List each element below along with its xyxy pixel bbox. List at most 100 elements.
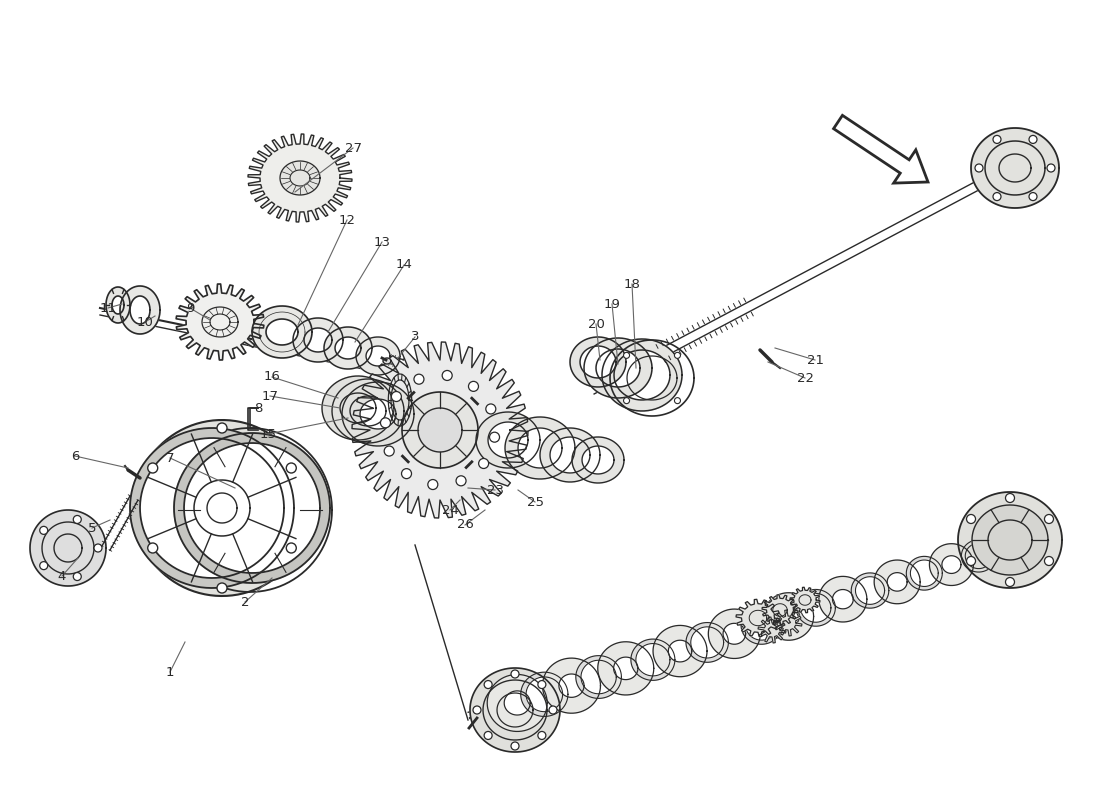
Polygon shape: [266, 319, 298, 345]
Polygon shape: [570, 337, 626, 387]
Circle shape: [993, 193, 1001, 201]
Polygon shape: [383, 358, 390, 364]
Polygon shape: [402, 392, 478, 468]
Text: 8: 8: [254, 402, 262, 414]
Circle shape: [674, 398, 681, 404]
Circle shape: [1005, 578, 1014, 586]
Polygon shape: [293, 318, 343, 362]
Circle shape: [469, 382, 478, 391]
Polygon shape: [614, 657, 638, 680]
Polygon shape: [972, 505, 1048, 575]
Polygon shape: [723, 623, 746, 644]
Polygon shape: [790, 587, 820, 613]
Polygon shape: [602, 339, 682, 411]
Polygon shape: [778, 606, 800, 626]
Circle shape: [147, 543, 157, 553]
Polygon shape: [741, 606, 782, 644]
Circle shape: [40, 562, 47, 570]
Polygon shape: [112, 296, 124, 314]
Polygon shape: [194, 480, 250, 536]
Polygon shape: [550, 437, 590, 473]
Circle shape: [217, 423, 227, 433]
Polygon shape: [746, 610, 778, 640]
Polygon shape: [691, 627, 724, 658]
Polygon shape: [130, 296, 150, 324]
Polygon shape: [801, 594, 830, 622]
Polygon shape: [340, 393, 376, 423]
Polygon shape: [504, 691, 530, 715]
Polygon shape: [280, 161, 320, 195]
Polygon shape: [958, 492, 1062, 588]
Polygon shape: [911, 560, 938, 586]
Polygon shape: [176, 284, 264, 360]
Text: 10: 10: [136, 315, 153, 329]
Text: 3: 3: [410, 330, 419, 343]
Circle shape: [1047, 164, 1055, 172]
Polygon shape: [184, 443, 320, 573]
Circle shape: [74, 515, 81, 523]
Text: 2: 2: [241, 595, 250, 609]
Circle shape: [512, 670, 519, 678]
Polygon shape: [596, 349, 640, 387]
Text: 13: 13: [374, 235, 390, 249]
Polygon shape: [542, 658, 601, 714]
Polygon shape: [708, 609, 760, 658]
Circle shape: [1005, 494, 1014, 502]
Polygon shape: [356, 337, 400, 375]
Text: 23: 23: [486, 483, 504, 497]
Text: 7: 7: [166, 451, 174, 465]
Polygon shape: [336, 337, 361, 359]
Circle shape: [414, 374, 424, 384]
Polygon shape: [520, 672, 568, 717]
Polygon shape: [653, 626, 707, 677]
Text: 1: 1: [166, 666, 174, 678]
Circle shape: [286, 463, 296, 473]
Polygon shape: [582, 446, 614, 474]
Circle shape: [392, 391, 402, 402]
Polygon shape: [526, 677, 562, 712]
Circle shape: [74, 573, 81, 581]
Text: 5: 5: [88, 522, 97, 534]
Polygon shape: [930, 544, 974, 586]
Polygon shape: [762, 594, 798, 626]
Circle shape: [512, 742, 519, 750]
Polygon shape: [518, 428, 562, 468]
Circle shape: [538, 681, 546, 689]
Polygon shape: [488, 422, 528, 458]
Polygon shape: [248, 134, 352, 222]
Polygon shape: [322, 376, 394, 440]
Circle shape: [478, 458, 488, 469]
Circle shape: [674, 352, 681, 358]
Polygon shape: [572, 437, 624, 483]
Circle shape: [624, 398, 629, 404]
Polygon shape: [736, 599, 780, 637]
Text: 6: 6: [70, 450, 79, 462]
Polygon shape: [584, 338, 652, 398]
Text: 25: 25: [527, 495, 543, 509]
Polygon shape: [470, 668, 560, 752]
Circle shape: [473, 706, 481, 714]
Polygon shape: [252, 306, 312, 358]
Polygon shape: [174, 433, 330, 583]
Polygon shape: [487, 674, 547, 731]
Polygon shape: [631, 639, 675, 680]
Circle shape: [538, 731, 546, 739]
Text: 21: 21: [806, 354, 824, 366]
Text: 22: 22: [796, 371, 814, 385]
Polygon shape: [418, 408, 462, 452]
Circle shape: [1028, 193, 1037, 201]
Circle shape: [402, 469, 411, 478]
Polygon shape: [360, 399, 396, 429]
Polygon shape: [818, 576, 867, 622]
Circle shape: [1045, 557, 1054, 566]
Circle shape: [94, 544, 102, 552]
Polygon shape: [758, 617, 786, 643]
Polygon shape: [796, 590, 835, 626]
Polygon shape: [540, 428, 600, 482]
Text: 24: 24: [441, 503, 459, 517]
Circle shape: [486, 404, 496, 414]
Text: 4: 4: [58, 570, 66, 582]
Circle shape: [384, 446, 394, 456]
Circle shape: [40, 526, 47, 534]
Circle shape: [381, 418, 390, 428]
